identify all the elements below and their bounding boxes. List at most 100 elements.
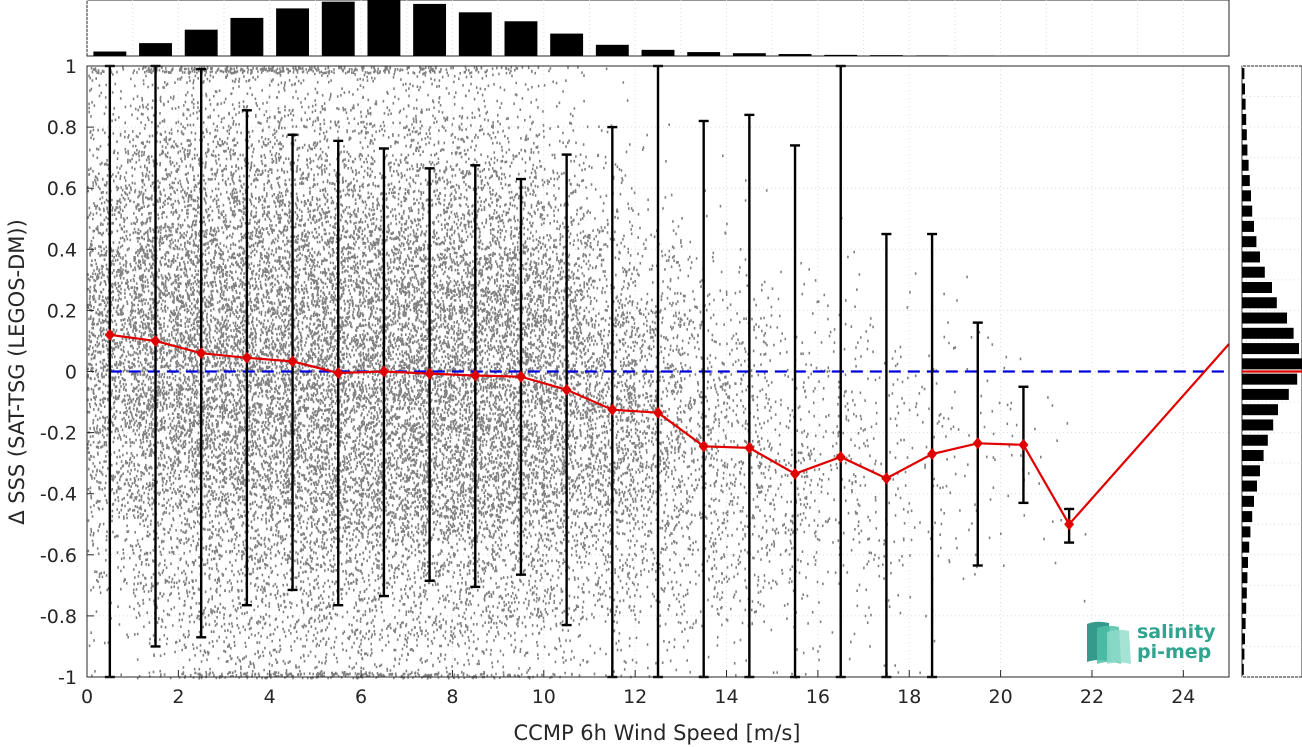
y-tick-label-0: -1 xyxy=(58,667,77,689)
x-histogram-bar-9 xyxy=(504,21,538,57)
y-histogram-bar-15 xyxy=(1242,434,1268,446)
y-axis-label: Δ SSS (SAT-TSG (LEGOS-DM)) xyxy=(5,219,29,525)
y-histogram-bar-20 xyxy=(1242,358,1302,370)
y-histogram-bar-17 xyxy=(1242,404,1278,416)
y-histogram-bar-39 xyxy=(1242,68,1245,80)
y-histogram-bar-9 xyxy=(1242,526,1251,538)
x-tick-label-4: 8 xyxy=(446,686,458,708)
median-marker-5 xyxy=(333,367,344,380)
logo-line-2: pi-mep xyxy=(1137,641,1212,663)
y-histogram-bar-33 xyxy=(1242,159,1249,171)
x-tick-label-8: 16 xyxy=(806,686,830,708)
scatter-cloud xyxy=(87,66,1087,680)
median-marker-1 xyxy=(150,334,161,347)
x-tick-label-9: 18 xyxy=(897,686,921,708)
y-histogram-bar-6 xyxy=(1242,572,1248,584)
median-marker-15 xyxy=(790,467,801,480)
median-marker-16 xyxy=(835,451,846,464)
median-marker-3 xyxy=(241,351,252,364)
y-tick-label-5: 0 xyxy=(65,362,77,384)
median-marker-14 xyxy=(744,441,755,454)
y-histogram-bar-13 xyxy=(1242,465,1260,477)
x-tick-label-5: 10 xyxy=(532,686,556,708)
y-histogram-bar-34 xyxy=(1242,144,1248,156)
y-histogram-bar-32 xyxy=(1242,175,1250,187)
x-histogram-bar-1 xyxy=(139,43,172,56)
median-marker-9 xyxy=(515,370,526,383)
median-marker-0 xyxy=(104,328,115,341)
y-histogram-bar-22 xyxy=(1242,327,1294,339)
x-histogram-bar-11 xyxy=(595,44,629,56)
x-histogram-bar-3 xyxy=(230,17,264,57)
y-tick-label-10: 1 xyxy=(65,56,77,78)
y-histogram-bar-26 xyxy=(1242,266,1265,278)
median-marker-17 xyxy=(881,472,892,485)
error-bar-17 xyxy=(881,232,892,679)
x-histogram-bar-12 xyxy=(641,49,675,56)
y-histogram-bar-16 xyxy=(1242,419,1274,431)
x-histogram-bar-8 xyxy=(458,12,492,56)
y-histogram-bar-25 xyxy=(1242,281,1272,293)
scatter-points xyxy=(87,66,1087,680)
median-marker-19 xyxy=(972,437,983,450)
y-histogram-bar-30 xyxy=(1242,205,1253,217)
y-histogram-bar-23 xyxy=(1242,312,1287,324)
y-tick-label-8: 0.6 xyxy=(47,178,77,200)
y-tick-label-1: -0.8 xyxy=(40,606,77,628)
y-histogram xyxy=(1241,65,1302,678)
x-tick-label-12: 24 xyxy=(1171,686,1195,708)
median-marker-10 xyxy=(561,383,572,396)
median-marker-21 xyxy=(1064,518,1075,531)
x-tick-label-6: 12 xyxy=(623,686,647,708)
y-histogram-bar-2 xyxy=(1242,633,1245,645)
logo-line-1: salinity xyxy=(1137,621,1216,643)
y-histogram-bar-11 xyxy=(1242,495,1254,507)
y-histogram-bar-5 xyxy=(1242,587,1247,599)
tick-labels: 0 2 4 6 8 10 12 14 16 18 20 22 24-1-0.8-0.6-0.4-0.20… xyxy=(40,56,1195,708)
y-tick-label-3: -0.4 xyxy=(40,484,77,506)
x-tick-label-1: 2 xyxy=(172,686,184,708)
median-marker-8 xyxy=(470,369,481,382)
y-histogram-bar-37 xyxy=(1242,98,1246,110)
median-marker-6 xyxy=(378,365,389,378)
x-histogram-bar-5 xyxy=(321,1,355,56)
y-tick-label-9: 0.8 xyxy=(47,117,77,139)
x-tick-label-10: 20 xyxy=(989,686,1013,708)
y-histogram-bar-24 xyxy=(1242,297,1277,309)
y-tick-label-7: 0.4 xyxy=(47,239,77,261)
y-histogram-bar-38 xyxy=(1242,83,1245,95)
x-tick-label-0: 0 xyxy=(81,686,93,708)
median-marker-4 xyxy=(287,355,298,368)
median-marker-11 xyxy=(607,403,618,416)
x-tick-label-7: 14 xyxy=(714,686,738,708)
x-histogram-bar-10 xyxy=(550,33,584,56)
y-histogram-bar-4 xyxy=(1242,602,1247,614)
x-histogram-bar-7 xyxy=(413,3,447,57)
x-tick-label-11: 22 xyxy=(1080,686,1104,708)
x-axis-label: CCMP 6h Wind Speed [m/s] xyxy=(514,721,801,745)
salinity-pi-mep-logo: salinity pi-mep xyxy=(1083,618,1216,668)
x-histogram-bar-13 xyxy=(687,52,721,56)
y-histogram-bar-19 xyxy=(1242,373,1298,385)
y-histogram-bar-31 xyxy=(1242,190,1251,202)
wave-icon xyxy=(1087,621,1131,664)
y-histogram-bar-18 xyxy=(1242,388,1289,400)
x-histogram-bar-15 xyxy=(778,54,812,56)
y-tick-label-2: -0.6 xyxy=(40,545,77,567)
y-tick-label-6: 0.2 xyxy=(47,300,77,322)
x-histogram-bar-2 xyxy=(184,29,218,56)
x-histogram-bar-17 xyxy=(869,55,903,56)
y-histogram-bar-36 xyxy=(1242,113,1247,125)
y-histogram-bar-21 xyxy=(1242,343,1299,355)
median-marker-18 xyxy=(927,447,938,460)
error-bar-15 xyxy=(790,144,801,679)
y-histogram-bar-10 xyxy=(1242,511,1253,523)
y-histogram-bar-27 xyxy=(1242,251,1260,263)
median-marker-13 xyxy=(698,440,709,453)
x-tick-label-2: 4 xyxy=(264,686,276,708)
median-marker-20 xyxy=(1018,438,1029,451)
median-marker-7 xyxy=(424,367,435,380)
error-bar-11 xyxy=(607,125,618,679)
axes xyxy=(86,65,1230,678)
